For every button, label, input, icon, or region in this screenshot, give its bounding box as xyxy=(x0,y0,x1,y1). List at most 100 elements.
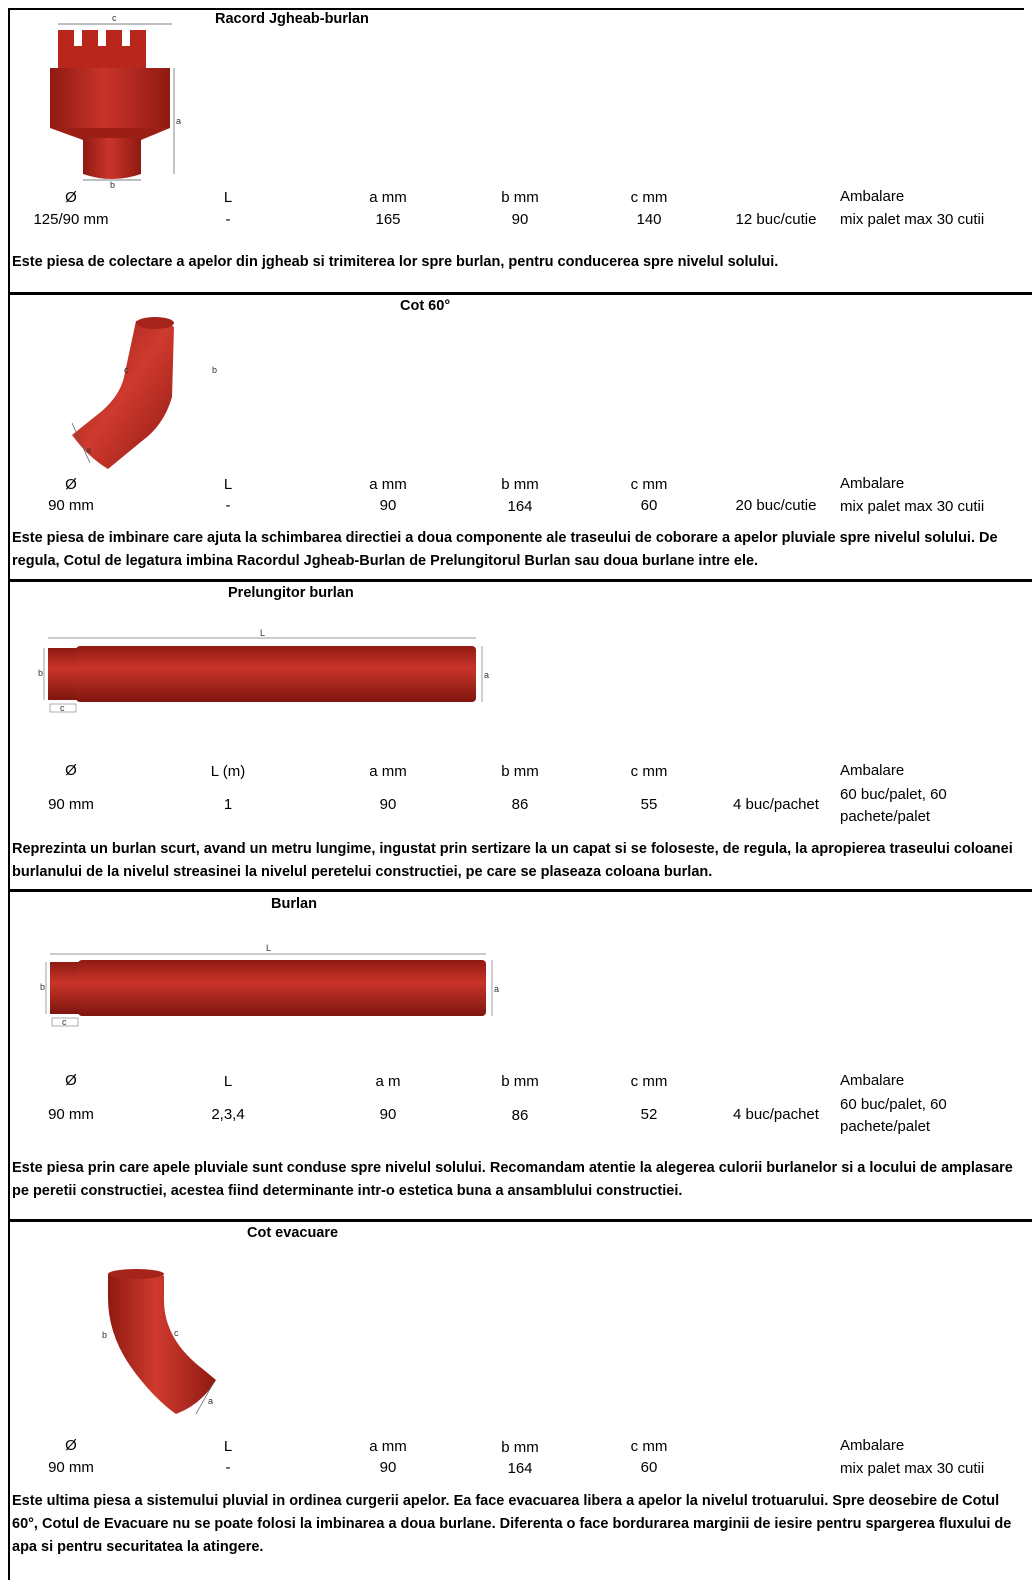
value-L: 1 xyxy=(223,796,233,813)
header-b: b mm xyxy=(501,189,539,206)
dim-a-label: a xyxy=(494,984,499,994)
product-racord: Racord Jgheab-burlan c a b Ø L a mm b mm… xyxy=(8,8,1032,295)
value-a: 165 xyxy=(375,211,401,228)
value-a: 90 xyxy=(379,1459,397,1476)
value-b: 164 xyxy=(507,1460,533,1477)
value-L: - xyxy=(225,1459,231,1476)
dim-b-label: b xyxy=(102,1330,107,1340)
value-b: 90 xyxy=(511,211,529,228)
dim-c-label: c xyxy=(124,365,129,375)
product-description: Este piesa de colectare a apelor din jgh… xyxy=(12,254,779,270)
header-ambalare: Ambalare xyxy=(840,188,905,205)
value-L: - xyxy=(225,211,231,228)
header-L: L xyxy=(223,1438,233,1455)
value-b: 86 xyxy=(511,1107,529,1124)
value-c: 140 xyxy=(636,211,662,228)
value-ambalare: 60 buc/palet, 60 pachete/palet xyxy=(840,1096,947,1135)
value-a: 90 xyxy=(379,497,397,514)
header-c: c mm xyxy=(630,1438,668,1455)
header-a: a m xyxy=(375,1073,401,1090)
value-diam: 125/90 mm xyxy=(33,211,109,228)
header-ambalare: Ambalare xyxy=(840,475,905,492)
dim-b-label: b xyxy=(212,365,217,375)
value-c: 55 xyxy=(640,796,658,813)
value-L: 2,3,4 xyxy=(211,1106,245,1123)
header-diam: Ø xyxy=(65,189,77,206)
dim-a-label: a xyxy=(86,445,91,455)
dim-a-label: a xyxy=(176,116,181,126)
header-a: a mm xyxy=(369,189,407,206)
dim-L-label: L xyxy=(260,628,265,638)
dim-c-label: c xyxy=(112,13,117,23)
header-L: L xyxy=(223,1073,233,1090)
header-ambalare: Ambalare xyxy=(840,1072,905,1089)
cot60-illustration: b c a xyxy=(71,317,217,469)
header-diam: Ø xyxy=(65,1072,77,1089)
product-description: Este ultima piesa a sistemului pluvial i… xyxy=(12,1493,1012,1555)
header-L: L xyxy=(223,189,233,206)
value-pack: 4 buc/pachet xyxy=(733,1106,819,1123)
value-c: 60 xyxy=(640,497,658,514)
product-title: Burlan xyxy=(271,896,317,912)
header-b: b mm xyxy=(501,1073,539,1090)
value-diam: 90 mm xyxy=(48,1459,94,1476)
dim-b-label: b xyxy=(110,180,115,190)
header-c: c mm xyxy=(630,476,668,493)
value-pack: 12 buc/cutie xyxy=(735,211,817,228)
value-ambalare: 60 buc/palet, 60 pachete/palet xyxy=(840,786,947,825)
header-L: L (m) xyxy=(210,763,246,780)
value-L: - xyxy=(225,497,231,514)
value-ambalare: mix palet max 30 cutii xyxy=(840,498,985,515)
header-diam: Ø xyxy=(65,762,77,779)
dim-L-label: L xyxy=(266,943,271,953)
header-b: b mm xyxy=(501,1439,539,1456)
header-a: a mm xyxy=(369,763,407,780)
header-b: b mm xyxy=(501,476,539,493)
prelungitor-illustration: L a b c xyxy=(38,628,489,713)
value-diam: 90 mm xyxy=(48,497,94,514)
product-title: Cot evacuare xyxy=(247,1225,339,1241)
header-c: c mm xyxy=(630,1073,668,1090)
product-burlan: Burlan L a b c Ø L a m b mm c mm Ambalar… xyxy=(8,892,1032,1222)
header-c: c mm xyxy=(630,763,668,780)
dim-a-label: a xyxy=(484,670,489,680)
header-L: L xyxy=(223,476,233,493)
value-b: 86 xyxy=(511,796,529,813)
dim-a-label: a xyxy=(208,1396,213,1406)
header-a: a mm xyxy=(369,1438,407,1455)
header-a: a mm xyxy=(369,476,407,493)
dim-c-label: c xyxy=(174,1328,179,1338)
value-diam: 90 mm xyxy=(48,796,94,813)
value-a: 90 xyxy=(379,796,397,813)
header-diam: Ø xyxy=(65,1437,77,1454)
dim-c-label: c xyxy=(62,1017,67,1027)
header-c: c mm xyxy=(630,189,668,206)
header-diam: Ø xyxy=(65,476,77,493)
header-ambalare: Ambalare xyxy=(840,762,905,779)
product-prelungitor: Prelungitor burlan L a b c Ø L (m) a mm … xyxy=(8,582,1032,892)
product-title: Cot 60° xyxy=(400,298,451,314)
header-b: b mm xyxy=(501,763,539,780)
racord-illustration: c a b xyxy=(50,13,181,190)
dim-b-label: b xyxy=(40,982,45,992)
product-title: Racord Jgheab-burlan xyxy=(215,11,369,27)
burlan-illustration: L a b c xyxy=(40,943,499,1027)
value-diam: 90 mm xyxy=(48,1106,94,1123)
page-frame xyxy=(8,8,1024,1580)
value-pack: 20 buc/cutie xyxy=(735,497,817,514)
value-c: 60 xyxy=(640,1459,658,1476)
product-description: Este piesa de imbinare care ajuta la sch… xyxy=(12,530,998,569)
product-cot60: Cot 60° b c a Ø L a mm b mm c mm Ambalar… xyxy=(8,295,1032,582)
value-b: 164 xyxy=(507,498,533,515)
cot-evacuare-illustration: b c a xyxy=(102,1269,216,1415)
product-description: Este piesa prin care apele pluviale sunt… xyxy=(12,1160,1013,1199)
dim-b-label: b xyxy=(38,668,43,678)
dim-c-label: c xyxy=(60,703,65,713)
product-cot-evacuare: Cot evacuare b c a Ø L a mm b mm c mm Am… xyxy=(8,1222,1032,1580)
header-ambalare: Ambalare xyxy=(840,1437,905,1454)
product-description: Reprezinta un burlan scurt, avand un met… xyxy=(12,841,1013,880)
value-c: 52 xyxy=(640,1106,658,1123)
value-a: 90 xyxy=(379,1106,397,1123)
value-ambalare: mix palet max 30 cutii xyxy=(840,211,985,228)
product-title: Prelungitor burlan xyxy=(228,585,354,601)
